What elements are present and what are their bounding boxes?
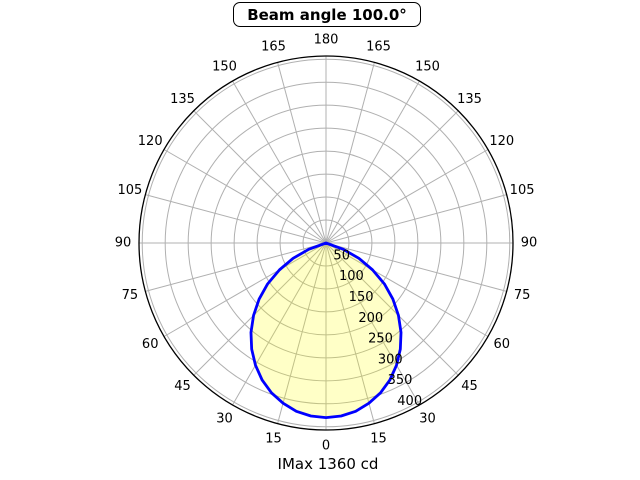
- radius-tick-label: 400: [397, 394, 422, 409]
- radial-gridline: [164, 81, 488, 405]
- radial-gridline: [141, 58, 511, 428]
- angular-gridline: [232, 242, 327, 406]
- angle-tick-label: 15: [370, 432, 387, 447]
- angle-tick-label: 45: [461, 379, 478, 394]
- angular-gridline: [277, 242, 327, 424]
- angle-tick-label: 60: [494, 337, 511, 352]
- radial-gridline: [279, 196, 373, 290]
- angle-tick-label: 150: [212, 60, 237, 75]
- angular-gridline: [325, 242, 375, 424]
- angular-gridline: [163, 242, 327, 337]
- angle-tick-label: 15: [265, 432, 282, 447]
- angle-tick-label: 105: [510, 183, 535, 198]
- radial-gridline: [256, 173, 396, 313]
- angular-gridline: [145, 194, 327, 244]
- angle-tick-label: 150: [415, 60, 440, 75]
- angle-tick-label: 120: [138, 134, 163, 149]
- angle-tick-label: 75: [514, 288, 531, 303]
- beam-curve: [249, 241, 403, 419]
- angular-gridline: [193, 110, 327, 244]
- angle-tick-label: 105: [117, 183, 142, 198]
- angle-tick-label: 90: [521, 236, 538, 251]
- angle-tick-label: 0: [322, 439, 330, 454]
- radial-gridline: [210, 127, 442, 359]
- angular-gridline: [325, 80, 420, 244]
- angular-gridline: [325, 242, 459, 376]
- angle-tick-label: 165: [366, 39, 391, 54]
- radius-tick-label: 150: [349, 290, 374, 305]
- angular-gridline: [325, 242, 420, 406]
- angular-gridline: [325, 62, 375, 244]
- polar-spine: [138, 55, 514, 431]
- angular-gridline: [325, 194, 507, 244]
- angle-tick-label: 165: [261, 39, 286, 54]
- radius-tick-label: 300: [378, 352, 403, 367]
- angle-tick-label: 30: [419, 411, 436, 426]
- angular-gridline: [193, 242, 327, 376]
- angular-gridline: [325, 242, 507, 292]
- angular-gridline: [232, 80, 327, 244]
- angular-gridline: [325, 242, 489, 337]
- radius-tick-label: 200: [358, 311, 383, 326]
- radius-tick-label: 350: [388, 373, 413, 388]
- angular-gridline: [325, 110, 459, 244]
- radial-gridline: [233, 150, 419, 336]
- angle-tick-label: 45: [174, 379, 191, 394]
- beam-fill: [250, 243, 402, 418]
- radius-tick-label: 250: [368, 332, 393, 347]
- angle-tick-label: 180: [314, 33, 339, 48]
- radius-tick-label: 100: [339, 269, 364, 284]
- angle-tick-label: 135: [170, 92, 195, 107]
- chart-title-box: Beam angle 100.0°: [233, 2, 421, 27]
- angle-tick-label: 90: [115, 236, 132, 251]
- angular-gridline: [277, 62, 327, 244]
- angular-gridline: [163, 149, 327, 244]
- angle-tick-label: 75: [122, 288, 139, 303]
- angle-tick-label: 120: [489, 134, 514, 149]
- imax-label: IMax 1360 cd: [277, 455, 379, 473]
- radius-tick-label: 50: [333, 248, 350, 263]
- chart-title: Beam angle 100.0°: [247, 5, 407, 24]
- angle-tick-label: 30: [216, 411, 233, 426]
- angular-gridline: [145, 242, 327, 292]
- angular-gridline: [325, 149, 489, 244]
- radial-gridline: [187, 104, 465, 382]
- angle-tick-label: 60: [142, 337, 159, 352]
- angle-tick-label: 135: [457, 92, 482, 107]
- radial-gridline: [302, 219, 350, 267]
